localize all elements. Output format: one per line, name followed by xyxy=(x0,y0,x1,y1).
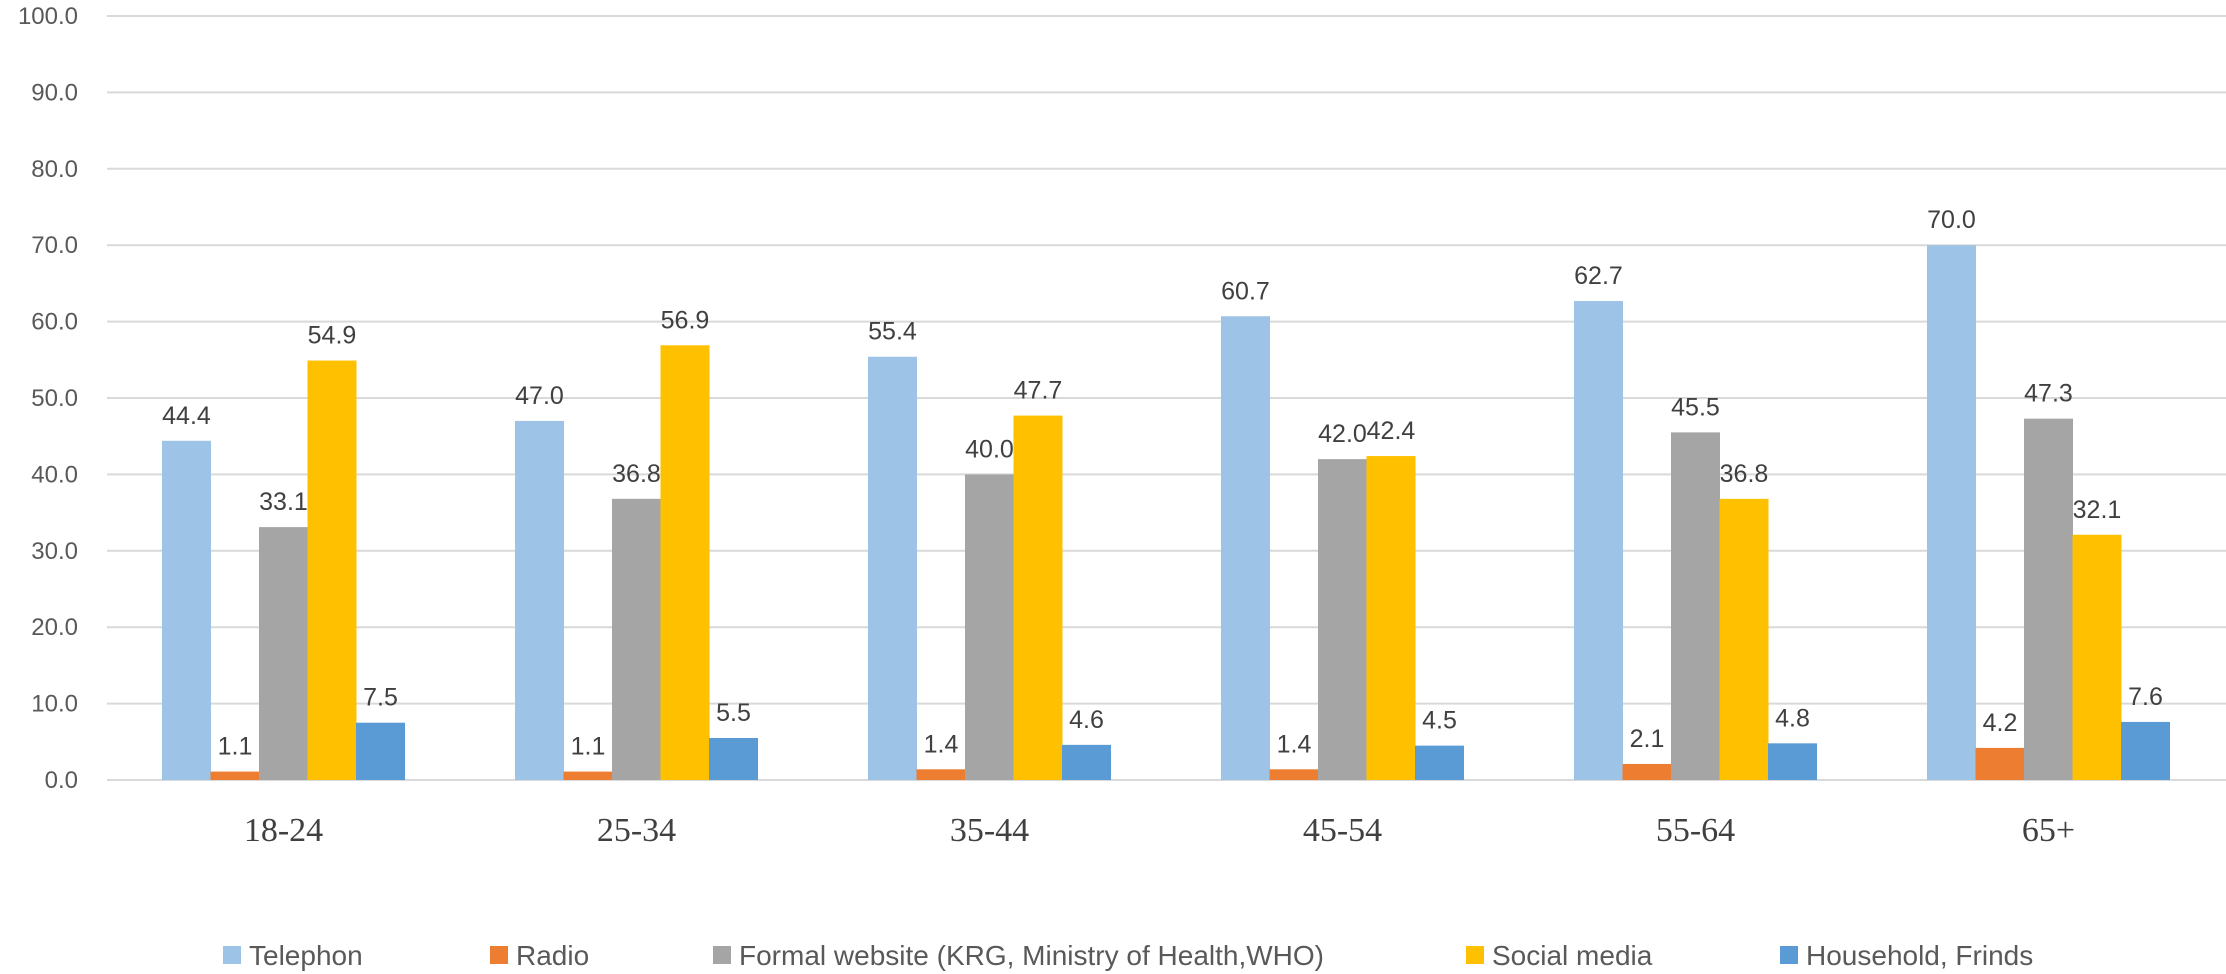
category-label: 35-44 xyxy=(950,812,1029,849)
bar xyxy=(1622,763,1672,780)
bar xyxy=(709,737,758,780)
data-label: 1.4 xyxy=(1277,730,1312,758)
bar xyxy=(612,498,661,780)
bar xyxy=(1975,747,2025,780)
bar xyxy=(210,771,260,780)
bar xyxy=(259,527,308,780)
legend-swatch xyxy=(223,946,241,964)
data-labels: 44.4 47.0 55.4 60.7 62.7 70.0 1.1 1.1 1.4 1.4 2.1 4… xyxy=(162,206,2163,760)
data-label: 47.7 xyxy=(1014,377,1063,405)
legend: Telephon Radio Formal website (KRG, Minist… xyxy=(223,940,2033,971)
y-tick-label: 60.0 xyxy=(31,309,78,336)
legend-label: Formal website (KRG, Ministry of Health,… xyxy=(739,940,1324,971)
data-label: 1.1 xyxy=(218,733,253,761)
category-label: 18-24 xyxy=(244,812,323,849)
data-label: 5.5 xyxy=(716,699,751,727)
legend-label: Household, Frinds xyxy=(1806,940,2033,971)
category-label: 65+ xyxy=(2022,812,2075,849)
data-label: 1.1 xyxy=(571,733,606,761)
legend-swatch xyxy=(1466,946,1484,964)
y-tick-label: 100.0 xyxy=(18,3,78,30)
data-label: 4.6 xyxy=(1069,706,1104,734)
legend-label: Telephon xyxy=(249,940,363,971)
data-label: 45.5 xyxy=(1671,393,1720,421)
y-tick-label: 70.0 xyxy=(31,232,78,259)
bar xyxy=(868,356,917,780)
bar xyxy=(1013,415,1063,780)
y-tick-label: 0.0 xyxy=(45,767,78,794)
bar xyxy=(965,474,1014,780)
data-label: 47.0 xyxy=(515,382,564,410)
y-tick-label: 80.0 xyxy=(31,156,78,183)
data-label: 2.1 xyxy=(1630,725,1665,753)
bars xyxy=(162,245,2170,780)
bar xyxy=(356,722,405,780)
data-label: 4.2 xyxy=(1983,709,2018,737)
data-label: 32.1 xyxy=(2073,496,2122,524)
data-label: 40.0 xyxy=(965,435,1014,463)
data-label: 36.8 xyxy=(1720,460,1769,488)
y-tick-label: 20.0 xyxy=(31,614,78,641)
y-tick-label: 10.0 xyxy=(31,691,78,718)
data-label: 44.4 xyxy=(162,402,211,430)
legend-label: Radio xyxy=(516,940,589,971)
bar xyxy=(2024,418,2073,780)
bar xyxy=(1671,432,1720,780)
data-label: 7.5 xyxy=(363,684,398,712)
category-label: 45-54 xyxy=(1303,812,1382,849)
bar xyxy=(162,440,211,780)
data-label: 55.4 xyxy=(868,318,917,346)
y-tick-label: 50.0 xyxy=(31,385,78,412)
data-label: 62.7 xyxy=(1574,262,1623,290)
bar xyxy=(1269,769,1319,780)
data-label: 56.9 xyxy=(661,306,710,334)
bar xyxy=(1719,498,1769,780)
legend-swatch xyxy=(490,946,508,964)
legend-label: Social media xyxy=(1492,940,1653,971)
bar xyxy=(660,345,710,780)
bar xyxy=(1768,743,1817,780)
data-label: 70.0 xyxy=(1927,206,1976,234)
category-label: 55-64 xyxy=(1656,812,1735,849)
bar xyxy=(563,771,613,780)
gridlines xyxy=(107,15,2226,781)
bar xyxy=(1318,459,1367,780)
data-label: 1.4 xyxy=(924,730,959,758)
bar xyxy=(1062,744,1111,780)
bar xyxy=(2121,721,2170,780)
bar xyxy=(1927,245,1976,780)
y-tick-label: 30.0 xyxy=(31,538,78,565)
data-label: 42.0 xyxy=(1318,420,1367,448)
data-label: 33.1 xyxy=(259,488,308,516)
bar xyxy=(307,360,357,780)
bar xyxy=(1415,745,1464,780)
data-label: 54.9 xyxy=(308,322,357,350)
bar xyxy=(1574,300,1623,780)
legend-swatch xyxy=(713,946,731,964)
data-label: 42.4 xyxy=(1367,417,1416,445)
bar xyxy=(515,420,564,780)
bar xyxy=(2072,534,2122,780)
bar xyxy=(916,769,966,780)
data-label: 36.8 xyxy=(612,460,661,488)
data-label: 4.5 xyxy=(1422,707,1457,735)
data-label: 60.7 xyxy=(1221,277,1270,305)
data-label: 4.8 xyxy=(1775,704,1810,732)
y-tick-label: 40.0 xyxy=(31,461,78,488)
data-label: 47.3 xyxy=(2024,380,2073,408)
data-label: 7.6 xyxy=(2128,683,2163,711)
category-label: 25-34 xyxy=(597,812,676,849)
bar xyxy=(1221,316,1270,780)
y-axis-tick-labels: 0.0 10.0 20.0 30.0 40.0 50.0 60.0 70.0 80.0 90.0 1… xyxy=(18,3,78,794)
legend-swatch xyxy=(1780,946,1798,964)
bar xyxy=(1366,456,1416,780)
x-axis-category-labels: 18-24 25-34 35-44 45-54 55-64 65+ xyxy=(244,812,2075,849)
y-tick-label: 90.0 xyxy=(31,79,78,106)
